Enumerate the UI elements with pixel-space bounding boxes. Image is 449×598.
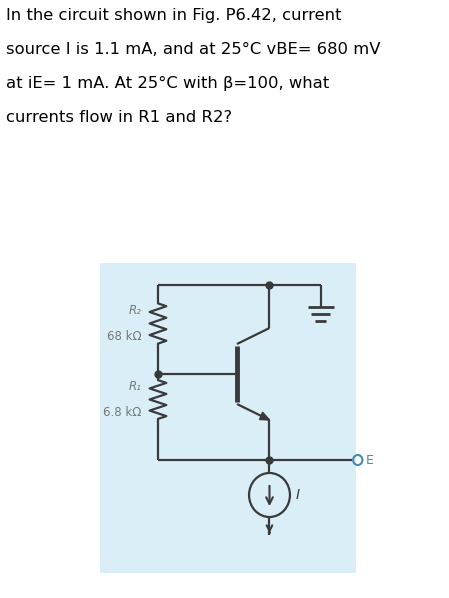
Text: E: E — [366, 453, 374, 466]
FancyBboxPatch shape — [101, 263, 356, 573]
Text: currents flow in R1 and R2?: currents flow in R1 and R2? — [6, 110, 233, 125]
Text: R₁: R₁ — [128, 380, 141, 393]
Text: 68 kΩ: 68 kΩ — [106, 329, 141, 343]
Text: I: I — [295, 488, 299, 502]
Text: 6.8 kΩ: 6.8 kΩ — [103, 405, 141, 419]
Text: source I is 1.1 mA, and at 25°C vBE= 680 mV: source I is 1.1 mA, and at 25°C vBE= 680… — [6, 42, 381, 57]
Polygon shape — [260, 412, 269, 420]
Text: R₂: R₂ — [128, 304, 141, 318]
Text: In the circuit shown in Fig. P6.42, current: In the circuit shown in Fig. P6.42, curr… — [6, 8, 342, 23]
Text: at iE= 1 mA. At 25°C with β=100, what: at iE= 1 mA. At 25°C with β=100, what — [6, 76, 330, 91]
